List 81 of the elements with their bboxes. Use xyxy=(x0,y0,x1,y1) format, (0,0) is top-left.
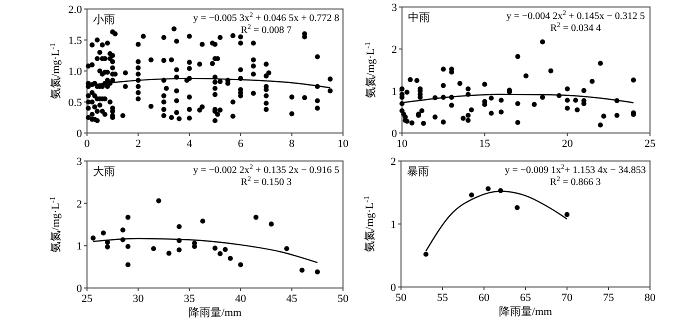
y-tick-label: 3 xyxy=(76,156,82,168)
annotation: R$^{2}$ = 0.866 3 xyxy=(550,175,601,188)
y-tick-label: 2.0 xyxy=(68,4,82,16)
y-tick-label: 2 xyxy=(76,198,82,210)
point xyxy=(228,256,233,261)
chart-title: 小雨 xyxy=(93,13,115,26)
point xyxy=(564,212,570,218)
x-tick-label: 10 xyxy=(338,138,349,150)
y-tick-label: 0 xyxy=(76,283,82,295)
x-axis-title: 降雨量/mm xyxy=(188,307,242,319)
y-tick-label: 0 xyxy=(392,128,398,140)
x-tick-label: 55 xyxy=(437,292,448,304)
x-tick-label: 25 xyxy=(644,138,656,150)
point xyxy=(176,247,182,252)
point xyxy=(200,218,206,224)
point xyxy=(253,214,258,220)
point xyxy=(100,230,106,236)
x-axis-title: 降雨量/mm xyxy=(498,306,553,318)
y-tick-label: 0 xyxy=(390,282,396,294)
x-tick-label: 75 xyxy=(603,292,614,304)
chart-title: 中雨 xyxy=(408,11,430,24)
x-tick-label: 35 xyxy=(184,293,196,305)
y-tick-label: 3 xyxy=(392,2,398,14)
point xyxy=(176,224,182,230)
x-tick-label: 4 xyxy=(186,138,193,150)
y-tick-label: 2 xyxy=(392,44,397,56)
y-tick-label: 1 xyxy=(76,240,82,253)
annotation: R$^{2}$ = 0.008 7 xyxy=(240,23,292,36)
x-tick-label: 8 xyxy=(289,138,296,150)
y-tick-label: 1 xyxy=(390,219,396,231)
x-tick-label: 45 xyxy=(286,293,298,305)
x-tick-label: 0 xyxy=(84,138,90,150)
point xyxy=(125,262,130,268)
annotation: y = −0.002 2x$^{2}$ + 0.135 2x − 0.916 5 xyxy=(193,163,340,176)
point xyxy=(218,251,223,256)
x-tick-label: 80 xyxy=(644,292,656,304)
x-tick-label: 10 xyxy=(396,138,408,150)
point xyxy=(423,252,428,257)
x-tick-label: 30 xyxy=(132,293,144,305)
point xyxy=(486,186,491,192)
point xyxy=(514,205,520,210)
annotation: R$^{2}$ = 0.034 4 xyxy=(550,21,602,34)
x-tick-label: 70 xyxy=(562,292,573,304)
point xyxy=(238,262,244,268)
annotation: y = −0.005 3x$^{2}$ + 0.046 5x + 0.772 8 xyxy=(193,11,340,24)
chart-title: 暴雨 xyxy=(407,166,429,178)
point xyxy=(300,268,305,273)
point xyxy=(284,246,290,252)
point xyxy=(166,250,172,256)
point xyxy=(120,227,126,233)
point xyxy=(104,244,110,250)
x-tick-label: 20 xyxy=(562,138,574,150)
point xyxy=(222,246,228,252)
x-tick-label: 15 xyxy=(479,138,491,150)
x-tick-label: 6 xyxy=(238,138,244,150)
point xyxy=(125,244,130,250)
y-tick-label: 1.0 xyxy=(68,66,82,78)
annotation: y = −0.004 2x$^{2}$ + 0.145x − 0.312 5 xyxy=(506,9,645,22)
y-tick-label: 2 xyxy=(390,156,396,168)
point xyxy=(268,222,274,227)
point xyxy=(212,246,218,251)
annotation: y = −0.009 1x$^{2}$+ 1.153 4x − 34.853 xyxy=(504,163,646,176)
point xyxy=(314,269,320,274)
x-tick-label: 60 xyxy=(478,292,490,304)
y-tick-label: 1.5 xyxy=(68,35,82,47)
x-tick-label: 2 xyxy=(135,138,141,150)
x-tick-label: 25 xyxy=(82,293,93,305)
y-tick-label: 0.5 xyxy=(68,97,82,109)
point xyxy=(469,192,474,198)
point xyxy=(125,214,130,220)
x-tick-label: 50 xyxy=(338,293,349,305)
point xyxy=(156,198,162,204)
chart-title: 大雨 xyxy=(93,165,115,178)
y-tick-label: 0 xyxy=(76,128,82,140)
x-tick-label: 50 xyxy=(396,292,407,304)
x-tick-label: 65 xyxy=(520,292,532,304)
point xyxy=(151,246,156,252)
y-tick-label: 1 xyxy=(392,86,397,98)
x-tick-label: 40 xyxy=(235,293,247,305)
point xyxy=(90,236,96,241)
annotation: R$^{2}$ = 0.150 3 xyxy=(240,175,292,188)
